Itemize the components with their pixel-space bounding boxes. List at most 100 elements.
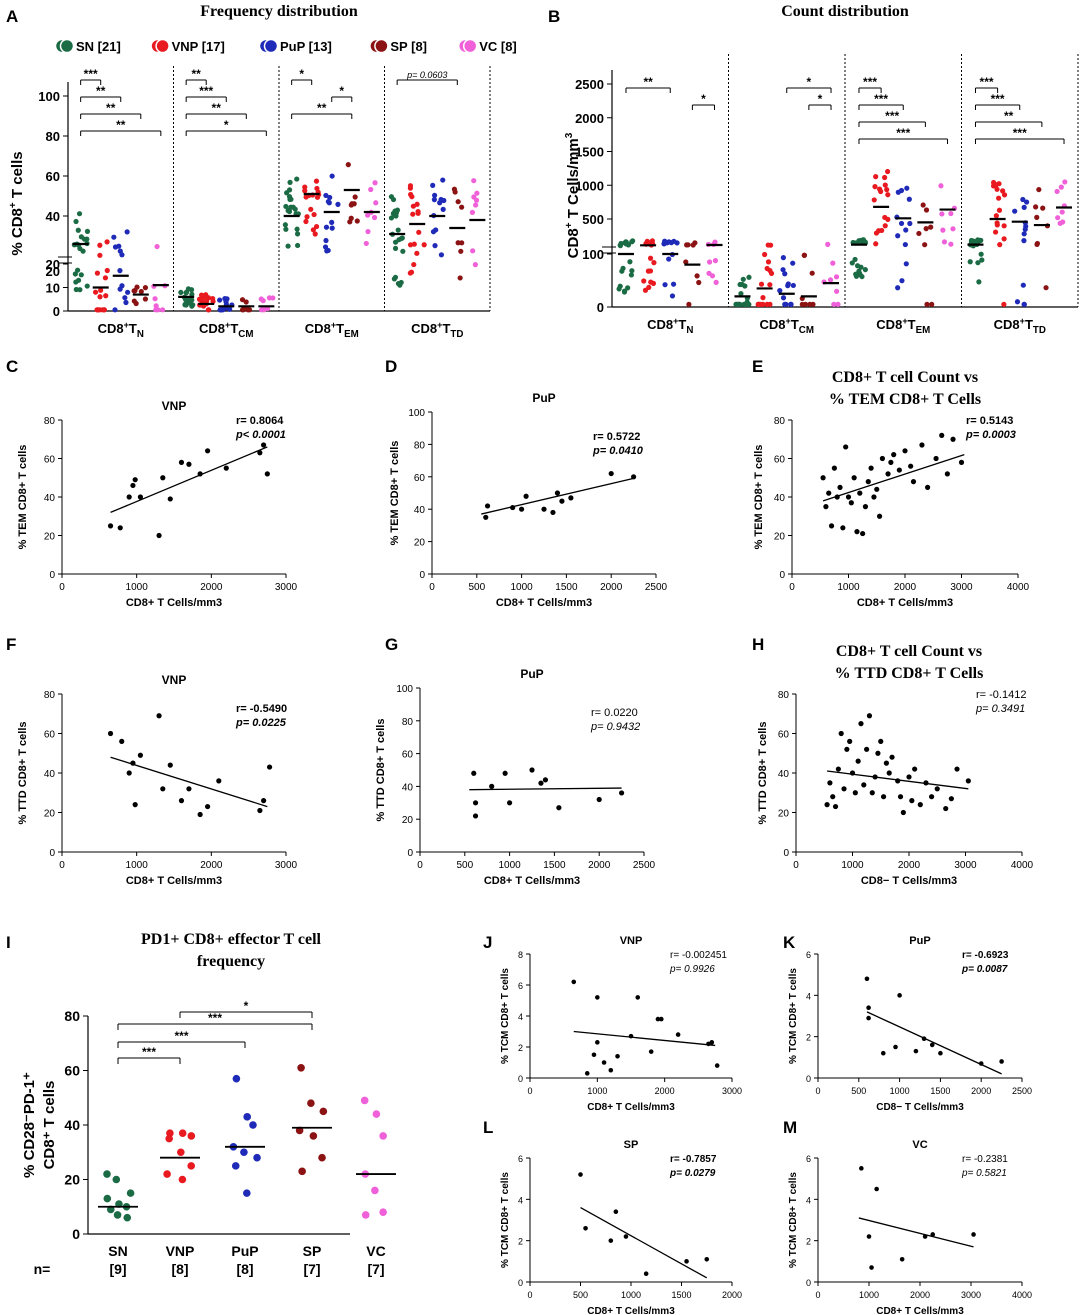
- data-point: [142, 285, 149, 291]
- data-point: [1020, 196, 1026, 203]
- data-point: [635, 995, 641, 1000]
- significance-label: ***: [174, 1029, 188, 1043]
- x-tick-label: 0: [527, 1290, 532, 1300]
- label-part: CD8: [305, 321, 331, 336]
- data-point: [167, 762, 173, 768]
- x-tick-label: 2000: [588, 860, 611, 871]
- data-point: [971, 1232, 976, 1237]
- significance-label: ***: [199, 84, 213, 98]
- data-point: [1040, 205, 1046, 211]
- panel-letter-e: E: [752, 357, 763, 376]
- data-point: [852, 790, 858, 796]
- data-point: [130, 482, 136, 489]
- significance-label: ***: [863, 75, 877, 89]
- y-tick-label: 6: [518, 1154, 523, 1164]
- data-point: [619, 790, 625, 796]
- legend-item-sn: SN [21]: [54, 38, 121, 54]
- legend-marker: [155, 38, 170, 54]
- data-point: [373, 200, 379, 206]
- category-label: PuP: [231, 1243, 258, 1259]
- x-tick-label: 0: [417, 860, 423, 871]
- data-point: [857, 490, 863, 496]
- data-point: [178, 798, 185, 804]
- data-point: [767, 267, 773, 274]
- panel-letter-a: A: [6, 7, 18, 26]
- y-tick-label: 20: [414, 538, 426, 549]
- y-axis-label: % TTD CD8+ T cells: [375, 718, 387, 821]
- data-point: [294, 231, 301, 237]
- regression-line: [826, 770, 969, 790]
- chart-title: VNP: [162, 673, 187, 687]
- data-point: [642, 287, 649, 293]
- data-point: [902, 448, 908, 454]
- significance-label: ***: [208, 1011, 222, 1025]
- data-point: [912, 766, 918, 772]
- data-point: [77, 287, 83, 293]
- data-point: [916, 230, 922, 237]
- data-point: [992, 229, 999, 235]
- data-point: [104, 239, 110, 245]
- data-point: [662, 238, 668, 244]
- data-point: [187, 1162, 195, 1170]
- data-point: [996, 207, 1003, 213]
- x-tick-label: 3000: [961, 1290, 981, 1300]
- data-point: [595, 1040, 600, 1045]
- data-point: [438, 252, 445, 258]
- data-point: [831, 301, 837, 307]
- chart-panel-g: PuP 0 500 1000 1500 2000 2500 0 20 40 60 80 100 CD8+ …: [375, 667, 656, 887]
- significance-label: *: [339, 84, 344, 98]
- panel-letter-k: K: [783, 933, 796, 952]
- data-point: [117, 248, 123, 254]
- data-point: [471, 770, 477, 776]
- x-tick-label: 0: [59, 582, 65, 593]
- data-point: [831, 465, 837, 471]
- data-point: [824, 802, 830, 808]
- stat-r: r= -0.2381: [962, 1154, 1008, 1165]
- data-point: [835, 301, 841, 307]
- data-point: [227, 306, 233, 312]
- regression-line: [858, 1217, 974, 1248]
- significance-label: *: [701, 92, 706, 106]
- data-point: [153, 307, 159, 313]
- chart-title: PuP: [532, 391, 555, 405]
- significance-label: **: [192, 67, 202, 81]
- data-point: [827, 277, 834, 283]
- data-point: [862, 504, 869, 510]
- data-point: [1060, 219, 1066, 225]
- data-point: [923, 226, 929, 232]
- data-point: [895, 233, 901, 239]
- data-point: [97, 252, 103, 258]
- chart-panel-f: VNP 0 1000 2000 3000 0 20 40 60 80 CD8+ T Cells/mm…: [17, 673, 298, 887]
- chart-title: frequency: [197, 953, 265, 970]
- data-point: [880, 794, 887, 800]
- data-point: [683, 259, 689, 265]
- x-tick-label: 500: [468, 582, 485, 593]
- n-value-label: [8]: [171, 1261, 188, 1277]
- data-point: [862, 239, 868, 245]
- x-tick-label: 2500: [1012, 1086, 1032, 1096]
- data-point: [556, 805, 562, 811]
- y-tick-label: 1000: [575, 178, 604, 193]
- chart-title: SP: [624, 1139, 639, 1151]
- stat-r: r= 0.8064: [236, 415, 284, 427]
- data-point: [372, 1110, 381, 1118]
- data-point: [329, 225, 335, 231]
- data-point: [628, 272, 634, 278]
- data-point: [933, 455, 939, 462]
- data-point: [893, 1044, 898, 1050]
- chart-title: PuP: [909, 935, 930, 947]
- label-part: CD8: [98, 321, 124, 336]
- x-axis-label: CD8− T Cells/mm3: [861, 875, 957, 887]
- data-point: [845, 494, 852, 500]
- data-point: [112, 244, 119, 250]
- data-point: [103, 1170, 111, 1178]
- data-point: [896, 467, 902, 473]
- data-point: [757, 301, 763, 307]
- category-label: CD8+TEM: [305, 320, 359, 340]
- data-point: [472, 813, 479, 819]
- label-sup: +: [225, 320, 230, 330]
- stat-p: p= 0.0003: [965, 429, 1016, 441]
- data-point: [78, 272, 84, 278]
- data-point: [641, 278, 647, 284]
- data-point: [188, 287, 195, 293]
